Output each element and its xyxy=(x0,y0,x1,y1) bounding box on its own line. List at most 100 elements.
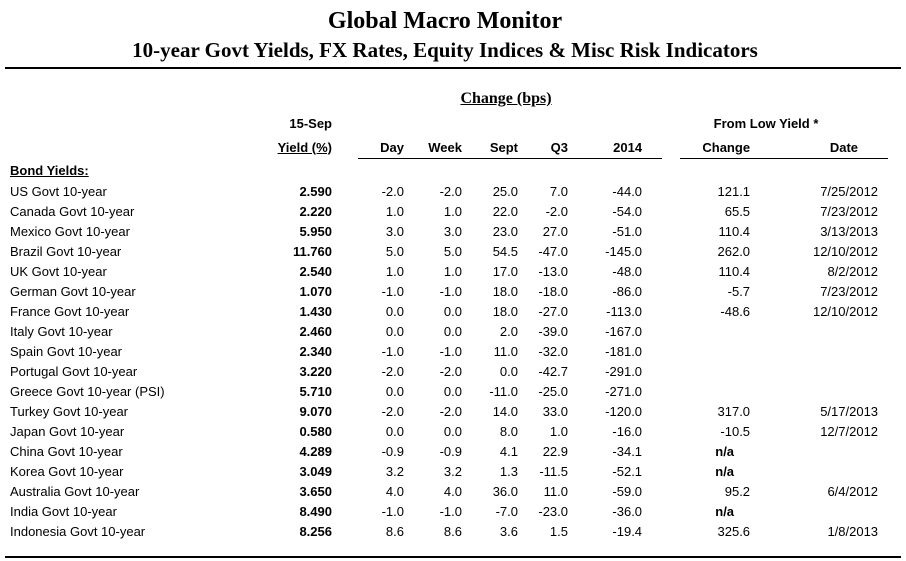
cell-y2014: -59.0 xyxy=(612,483,643,499)
cell-q3: 22.9 xyxy=(542,443,568,459)
cell-day: -2.0 xyxy=(381,403,404,419)
cell-yield: 2.460 xyxy=(299,323,332,339)
spacer-cell xyxy=(8,135,258,159)
cell-label: Greece Govt 10-year (PSI) xyxy=(10,383,165,399)
cell-label: Turkey Govt 10-year xyxy=(10,403,129,419)
yield-date-header: 15-Sep xyxy=(289,116,332,131)
cell-q3: -25.0 xyxy=(538,383,568,399)
cell-low_change xyxy=(648,381,756,401)
cell-week: -2.0 xyxy=(439,183,462,199)
cell-yield: 2.220 xyxy=(299,203,332,219)
cell-yield: 8.490 xyxy=(299,503,332,519)
column-header-row: Yield (%) Day Week Sept Q3 2014 Change D… xyxy=(8,135,884,159)
cell-low_date: 12/7/2012 xyxy=(820,423,879,439)
cell-low_change: 95.2 xyxy=(724,483,751,499)
cell-week: 0.0 xyxy=(443,303,462,319)
cell-low_change: n/a xyxy=(715,463,735,479)
cell-yield: 4.289 xyxy=(299,443,332,459)
cell-week: 3.0 xyxy=(443,223,462,239)
cell-y2014: -36.0 xyxy=(612,503,643,519)
change-bps-group-header: Change (bps) xyxy=(460,90,552,107)
cell-label: Mexico Govt 10-year xyxy=(10,223,130,239)
cell-low_date xyxy=(756,361,884,381)
cell-week: -1.0 xyxy=(439,283,462,299)
page-subtitle: 10-year Govt Yields, FX Rates, Equity In… xyxy=(132,38,758,62)
cell-label: Japan Govt 10-year xyxy=(10,423,125,439)
cell-sept: -7.0 xyxy=(495,503,518,519)
spacer-cell xyxy=(340,112,648,135)
spacer-cell xyxy=(648,86,884,112)
cell-sept: 36.0 xyxy=(492,483,518,499)
col-header-q3: Q3 xyxy=(550,139,568,155)
cell-yield: 3.650 xyxy=(299,483,332,499)
bond-yields-rows: US Govt 10-year 2.590 -2.0 -2.0 25.0 7.0 -44.0… xyxy=(8,181,884,541)
cell-week: 8.6 xyxy=(443,523,462,539)
cell-yield: 3.220 xyxy=(299,363,332,379)
cell-low_change: 317.0 xyxy=(717,403,751,419)
cell-week: 0.0 xyxy=(443,423,462,439)
cell-day: 3.2 xyxy=(385,463,404,479)
cell-sept: 22.0 xyxy=(492,203,518,219)
cell-low_date: 6/4/2012 xyxy=(827,483,879,499)
table-row: Australia Govt 10-year 3.650 4.0 4.0 36.0 11.… xyxy=(8,481,884,501)
cell-sept: -11.0 xyxy=(489,383,518,399)
cell-sept: 4.1 xyxy=(499,443,518,459)
cell-sept: 17.0 xyxy=(492,263,518,279)
spacer-cell xyxy=(8,86,340,112)
cell-q3: -23.0 xyxy=(538,503,568,519)
cell-sept: 11.0 xyxy=(493,343,518,359)
cell-low_date xyxy=(756,381,884,401)
macro-monitor-table: Change (bps) 15-Sep From Low Yield * Yie… xyxy=(8,86,884,541)
cell-q3: 7.0 xyxy=(549,183,568,199)
cell-yield: 8.256 xyxy=(299,523,332,539)
cell-week: 3.2 xyxy=(443,463,462,479)
cell-week: -2.0 xyxy=(439,363,462,379)
cell-y2014: -44.0 xyxy=(612,183,643,199)
cell-label: Korea Govt 10-year xyxy=(10,463,124,479)
cell-q3: 33.0 xyxy=(542,403,568,419)
col-header-week: Week xyxy=(428,139,462,155)
cell-sept: 2.0 xyxy=(499,323,518,339)
cell-low_date: 8/2/2012 xyxy=(827,263,879,279)
cell-low_date xyxy=(756,321,884,341)
cell-label: Spain Govt 10-year xyxy=(10,343,123,359)
cell-q3: -2.0 xyxy=(545,203,568,219)
cell-low_date xyxy=(756,461,884,481)
cell-low_date: 7/25/2012 xyxy=(820,183,879,199)
page-title: Global Macro Monitor xyxy=(327,8,563,34)
cell-label: Italy Govt 10-year xyxy=(10,323,113,339)
cell-low_date: 12/10/2012 xyxy=(812,303,879,319)
cell-label: German Govt 10-year xyxy=(10,283,136,299)
cell-day: 1.0 xyxy=(385,263,404,279)
cell-week: 5.0 xyxy=(443,243,462,259)
cell-yield: 0.580 xyxy=(299,423,332,439)
change-columns-underline xyxy=(358,158,662,159)
from-low-columns-underline xyxy=(680,158,888,159)
cell-low_change: 325.6 xyxy=(717,523,751,539)
section-header-row: Bond Yields: xyxy=(8,159,884,181)
cell-y2014: -51.0 xyxy=(612,223,643,239)
cell-label: Canada Govt 10-year xyxy=(10,203,135,219)
cell-low_change: n/a xyxy=(715,443,735,459)
cell-low_change: n/a xyxy=(715,503,735,519)
cell-q3: -27.0 xyxy=(538,303,568,319)
cell-y2014: -19.4 xyxy=(612,523,643,539)
cell-yield: 1.430 xyxy=(299,303,332,319)
cell-week: -1.0 xyxy=(439,343,462,359)
cell-low_date xyxy=(756,441,884,461)
cell-week: -1.0 xyxy=(439,503,462,519)
bottom-divider-line xyxy=(5,556,901,558)
cell-yield: 5.710 xyxy=(299,383,332,399)
cell-low_change: 65.5 xyxy=(724,203,751,219)
cell-low_date: 7/23/2012 xyxy=(820,203,879,219)
cell-day: 0.0 xyxy=(385,383,404,399)
cell-y2014: -113.0 xyxy=(606,303,643,319)
table-row: Korea Govt 10-year 3.049 3.2 3.2 1.3 -11.5 -52… xyxy=(8,461,884,481)
cell-q3: -32.0 xyxy=(538,343,568,359)
table-row: Brazil Govt 10-year 11.760 5.0 5.0 54.5 -47.0… xyxy=(8,241,884,261)
cell-week: -0.9 xyxy=(439,443,462,459)
cell-low_date: 12/10/2012 xyxy=(812,243,879,259)
cell-q3: -13.0 xyxy=(538,263,568,279)
cell-yield: 11.760 xyxy=(292,243,332,259)
cell-day: -1.0 xyxy=(381,343,404,359)
